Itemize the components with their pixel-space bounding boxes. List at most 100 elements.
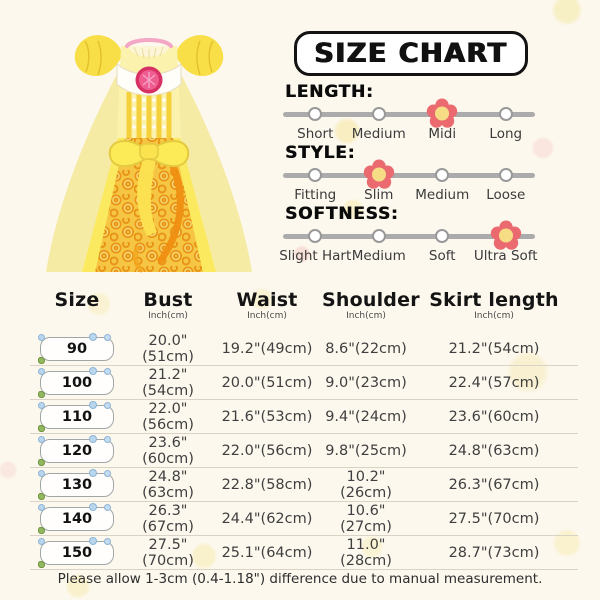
circle-marker-icon xyxy=(371,229,386,243)
flower-decoration xyxy=(89,536,97,545)
waist-value: 22.8"(58cm) xyxy=(221,476,313,493)
circle-marker-icon xyxy=(498,107,513,121)
filter-group-style: STYLE: Fitting Slim xyxy=(283,145,535,206)
flower-decoration xyxy=(104,333,111,341)
circle-marker-icon xyxy=(371,107,386,121)
col-header-bust: Bust Inch(cm) xyxy=(124,290,212,322)
flower-decoration xyxy=(104,469,111,477)
size-value: 90 xyxy=(66,340,88,357)
circle-marker-icon xyxy=(498,168,513,182)
flower-decoration xyxy=(38,503,45,511)
leaf-decoration xyxy=(38,458,45,466)
slider-track xyxy=(283,112,535,117)
waist-value: 24.4"(62cm) xyxy=(221,510,313,527)
option-label: Soft xyxy=(428,248,456,264)
size-value: 120 xyxy=(61,442,93,459)
size-badge: 140 xyxy=(38,502,114,534)
measurement-note: Please allow 1-3cm (0.4-1.18") differenc… xyxy=(57,571,543,587)
leaf-decoration xyxy=(38,390,45,398)
shoulder-value: 8.6"(22cm) xyxy=(325,340,407,357)
waist-value: 22.0"(56cm) xyxy=(221,442,313,459)
col-header-skirt-length: Skirt length Inch(cm) xyxy=(410,289,578,322)
size-badge: 100 xyxy=(38,366,114,398)
attributes-panel: LENGTH: Short Medium xyxy=(279,82,538,267)
size-badge: 120 xyxy=(38,434,114,466)
dress-sleeves xyxy=(74,35,224,76)
skirt-length-value: 28.7"(73cm) xyxy=(448,544,540,561)
flower-decoration xyxy=(104,367,111,375)
col-subtitle: Inch(cm) xyxy=(346,311,386,321)
waist-value: 21.6"(53cm) xyxy=(221,408,313,425)
filter-group-softness: SOFTNESS: Slight Hart Medium Soft xyxy=(279,204,538,267)
waist-value: 20.0"(51cm) xyxy=(221,374,313,391)
flower-decoration xyxy=(89,502,97,511)
option-label: Long xyxy=(489,126,523,142)
option-label: Medium xyxy=(351,248,406,264)
flower-decoration xyxy=(38,333,45,341)
bust-value: 22.0"(56cm) xyxy=(142,400,194,433)
softness-heading: SOFTNESS: xyxy=(285,204,399,224)
flower-decoration xyxy=(104,537,111,545)
bust-value: 27.5"(70cm) xyxy=(142,536,194,569)
size-value: 150 xyxy=(61,544,93,561)
style-slider: Fitting Slim Medium xyxy=(283,159,535,206)
col-subtitle: Inch(cm) xyxy=(247,311,287,321)
flower-selected-icon xyxy=(363,159,394,189)
size-value: 140 xyxy=(61,510,93,527)
flower-decoration xyxy=(104,503,111,511)
bust-value: 26.3"(67cm) xyxy=(142,502,194,535)
option-label: Medium xyxy=(415,187,470,203)
option-label: Ultra Soft xyxy=(473,248,538,264)
dress-waist-bow xyxy=(108,139,190,236)
col-subtitle: Inch(cm) xyxy=(474,311,514,321)
flower-decoration xyxy=(89,332,97,341)
slider-track xyxy=(283,173,535,178)
skirt-length-value: 21.2"(54cm) xyxy=(448,340,540,357)
leaf-decoration xyxy=(38,492,45,500)
col-title: Skirt length xyxy=(429,289,559,311)
option-label: Fitting xyxy=(294,187,337,203)
slider-track xyxy=(283,234,535,239)
length-heading: LENGTH: xyxy=(285,82,374,102)
size-cell: 100 xyxy=(30,366,124,398)
col-header-size: Size xyxy=(30,290,124,311)
shoulder-value: 10.2"(26cm) xyxy=(340,468,392,501)
flower-decoration xyxy=(104,401,111,409)
circle-marker-icon xyxy=(435,168,450,182)
shoulder-value: 9.0"(23cm) xyxy=(325,374,407,391)
bust-value: 23.6"(60cm) xyxy=(142,434,194,467)
size-cell: 90 xyxy=(30,332,124,364)
page-title: SIZE CHART xyxy=(314,38,508,69)
table-row-90: 90 20.0"(51cm) 19.2"(49cm) 8.6"(22cm) 21… xyxy=(30,332,578,366)
size-badge: 90 xyxy=(38,332,114,364)
softness-slider: Slight Hart Medium Soft xyxy=(279,220,538,267)
flower-decoration xyxy=(89,434,97,443)
shoulder-value: 9.4"(24cm) xyxy=(325,408,407,425)
skirt-length-value: 27.5"(70cm) xyxy=(448,510,540,527)
shoulder-value: 9.8"(25cm) xyxy=(325,442,407,459)
size-value: 130 xyxy=(61,476,93,493)
table-header-row: Size Bust Inch(cm) Waist Inch(cm) Should… xyxy=(30,288,578,332)
bust-value: 20.0"(51cm) xyxy=(142,332,194,365)
flower-decoration xyxy=(89,468,97,477)
size-badge: 130 xyxy=(38,468,114,500)
bust-value: 21.2"(54cm) xyxy=(142,366,194,399)
product-dress-image xyxy=(46,35,252,273)
size-value: 100 xyxy=(61,374,93,391)
flower-selected-icon xyxy=(490,220,521,250)
bust-value: 24.8"(63cm) xyxy=(142,468,194,501)
table-row-120: 120 23.6"(60cm) 22.0"(56cm) 9.8"(25cm) 2… xyxy=(30,434,578,468)
circle-marker-icon xyxy=(308,168,323,182)
size-table: Size Bust Inch(cm) Waist Inch(cm) Should… xyxy=(30,288,578,570)
leaf-decoration xyxy=(38,526,45,534)
length-slider: Short Medium Midi xyxy=(283,98,535,145)
circle-marker-icon xyxy=(308,107,323,121)
leaf-decoration xyxy=(38,424,45,432)
option-label: Slight Hart xyxy=(279,248,352,264)
flower-decoration xyxy=(38,401,45,409)
circle-marker-icon xyxy=(308,229,323,243)
size-badge: 150 xyxy=(38,536,114,568)
flower-decoration xyxy=(89,400,97,409)
size-value: 110 xyxy=(61,408,93,425)
